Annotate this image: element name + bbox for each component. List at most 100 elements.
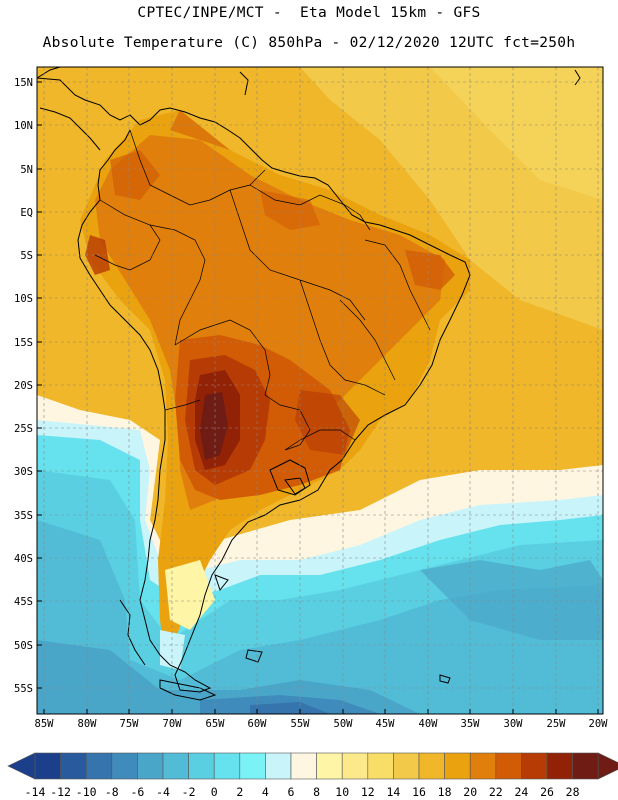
latitude-labels: 15N 10N 5N EQ 5S 10S 15S 20S 25S 30S 35S…: [14, 77, 33, 695]
colorbar-label: 14: [386, 785, 400, 799]
lat-label: 20S: [14, 380, 33, 392]
lat-label: 10N: [14, 120, 33, 132]
temperature-field: [37, 67, 603, 714]
border-paraguay: [264, 394, 311, 451]
colorbar-box: [85, 752, 113, 780]
colorbar-box: [521, 752, 548, 780]
central-america-coast: [36, 66, 61, 79]
colorbar-box: [162, 752, 189, 780]
colorbar-label: -2: [182, 785, 196, 799]
colorbar-box: [572, 752, 599, 780]
lon-label: 75W: [120, 718, 140, 730]
colorbar-label: 18: [438, 785, 452, 799]
lon-label: 35W: [461, 718, 481, 730]
field-drake-colder: [250, 702, 330, 714]
lat-label: 5N: [20, 164, 33, 176]
colorbar-box: [213, 752, 241, 780]
lat-label: EQ: [20, 207, 33, 219]
lon-label: 25W: [547, 718, 567, 730]
colorbar-label: -6: [130, 785, 144, 799]
lon-label: 20W: [589, 718, 609, 730]
colorbar-label: 6: [288, 785, 295, 799]
colorbar-arrow-left: [7, 752, 36, 780]
colorbar-box: [546, 752, 573, 780]
lat-label: 25S: [14, 423, 33, 435]
border-brazil-states-3: [364, 239, 431, 331]
colorbar-box: [188, 752, 215, 780]
lon-label: 65W: [206, 718, 226, 730]
title-line-2: Absolute Temperature (C) 850hPa - 02/12/…: [42, 35, 576, 51]
map-frame: [36, 66, 604, 715]
lon-label: 30W: [504, 718, 524, 730]
field-south-brazil-hot: [295, 390, 360, 455]
lon-label: 80W: [78, 718, 98, 730]
colorbar-box: [290, 752, 317, 780]
colorbar-box: [60, 752, 87, 780]
falklands: [245, 649, 263, 663]
colorbar-label: 24: [514, 785, 528, 799]
field-patagonia-cool: [160, 630, 185, 670]
panama-coast: [39, 107, 101, 151]
rio-de-la-plata: [284, 477, 306, 495]
coastlines: [36, 66, 581, 701]
lon-label: 55W: [291, 718, 311, 730]
colorbar-box: [393, 752, 420, 780]
longitude-labels: 85W 80W 75W 70W 65W 60W 55W 50W 45W 40W …: [35, 718, 609, 730]
colorbar-label: 12: [361, 785, 375, 799]
border-brazil-south: [284, 429, 356, 451]
uruguay-lagoon: [269, 459, 311, 496]
south-america-coast: [36, 77, 471, 693]
title-line-1: CPTEC/INPE/MCT - Eta Model 15km - GFS: [137, 5, 481, 21]
lat-label: 45S: [14, 596, 33, 608]
colorbar-label: -4: [156, 785, 170, 799]
lat-label: 5S: [20, 250, 33, 262]
lon-label: 60W: [248, 718, 268, 730]
lon-label: 45W: [376, 718, 396, 730]
lat-label: 15N: [14, 77, 33, 89]
colorbar-box: [444, 752, 471, 780]
border-peru-brazil: [149, 224, 206, 346]
colorbar-box: [137, 752, 164, 780]
colorbar-label: 22: [489, 785, 503, 799]
colorbar-label: -8: [105, 785, 119, 799]
colorbar-box: [469, 752, 497, 780]
lat-label: 10S: [14, 293, 33, 305]
colorbar-box: [111, 752, 138, 780]
field-colombia-hot: [110, 150, 160, 200]
border-bolivia: [174, 319, 271, 396]
colorbar-box: [265, 752, 292, 780]
colorbar-boxes: [7, 752, 618, 780]
lon-label: 70W: [163, 718, 183, 730]
colorbar-label: 10: [335, 785, 349, 799]
field-patagonia-warm: [165, 560, 215, 630]
colorbar-label: 20: [463, 785, 477, 799]
lon-label: 40W: [419, 718, 439, 730]
border-guianas: [249, 184, 371, 231]
colorbar-label: 4: [262, 785, 269, 799]
field-ne-brazil-hot: [405, 250, 455, 290]
border-colombia-venezuela: [129, 129, 266, 206]
valdes-peninsula: [214, 574, 229, 592]
lat-label: 15S: [14, 337, 33, 349]
colorbar-box: [239, 752, 266, 780]
colorbar-box: [495, 752, 522, 780]
lat-label: 35S: [14, 510, 33, 522]
border-brazil-states-2: [299, 279, 386, 396]
field-sw-atl-cold: [420, 560, 603, 640]
lat-label: 50S: [14, 640, 33, 652]
border-ecuador-peru: [94, 199, 161, 271]
border-brazil-states-4: [339, 299, 396, 381]
field-chaco-peak: [200, 392, 228, 460]
field-band-m6: [37, 640, 420, 714]
lat-label: 30S: [14, 466, 33, 478]
colorbar-label: 16: [412, 785, 426, 799]
lon-label: 50W: [334, 718, 354, 730]
colorbar-box: [316, 752, 343, 780]
colorbar-box: [341, 752, 369, 780]
lat-label: 40S: [14, 553, 33, 565]
chile-fjords: [119, 599, 146, 666]
colorbar-box: [367, 752, 394, 780]
border-chile-argentina: [164, 399, 201, 411]
